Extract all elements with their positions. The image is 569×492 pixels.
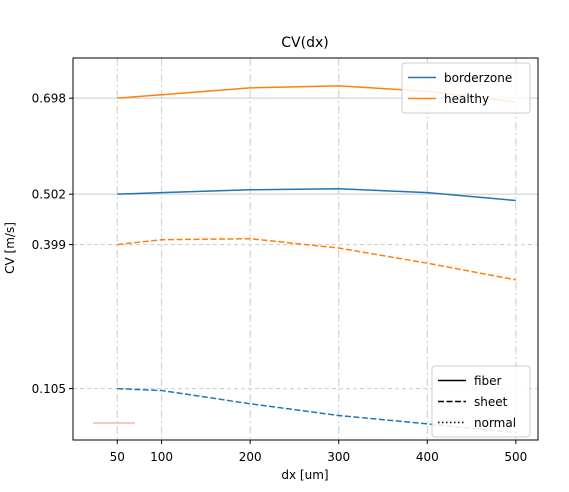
chart-title: CV(dx) [281,35,328,51]
x-tick-label: 100 [150,450,173,464]
series-line-borderzone [117,188,516,202]
series-line-dashed-2 [117,237,516,281]
x-tick-label: 500 [504,450,527,464]
x-tick-label: 200 [239,450,262,464]
x-tick-label: 300 [327,450,350,464]
x-tick-label: 400 [416,450,439,464]
legend-label-sheet: sheet [474,395,508,409]
x-axis-label: dx [um] [281,468,328,482]
x-tick-label: 50 [110,450,125,464]
axes-frame [72,57,539,441]
legend-lower-right-box [431,365,531,438]
y-axis-label: CV [m/s] [3,222,17,274]
plot-area: 50 100 200 300 400 500 0.105 0.399 0.502 0.698 bor… [32,57,539,464]
legend-label-borderzone: borderzone [444,71,512,85]
legend-label-healthy: healthy [444,92,489,106]
y-tick-label: 0.698 [32,92,66,106]
legend-top-right: borderzone healthy [401,62,531,114]
legend-top-right-box [401,62,531,114]
y-tick-label: 0.105 [32,382,66,396]
legend-label-fiber: fiber [474,374,502,388]
y-tick-label: 0.399 [32,238,66,252]
y-tick-label: 0.502 [32,188,66,202]
legend-lower-right: fiber sheet normal [431,365,531,438]
legend-label-normal: normal [474,416,516,430]
